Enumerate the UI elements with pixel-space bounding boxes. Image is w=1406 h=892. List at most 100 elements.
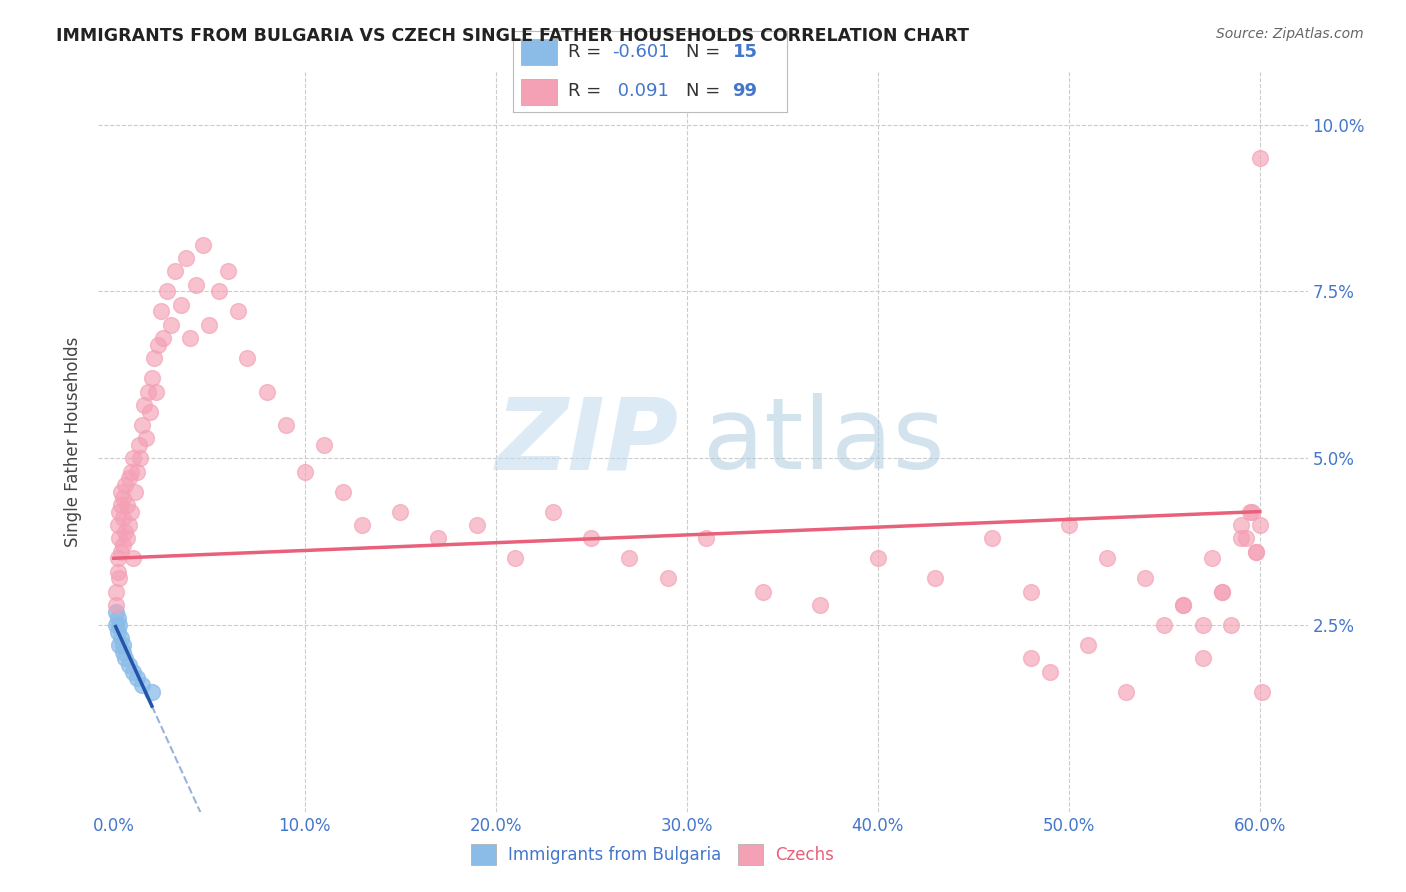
Point	[156, 285, 179, 299]
Point	[198, 318, 221, 332]
Point	[110, 632, 132, 646]
Point	[1019, 651, 1042, 665]
Point	[129, 451, 152, 466]
Text: Source: ZipAtlas.com: Source: ZipAtlas.com	[1216, 27, 1364, 41]
Point	[1236, 531, 1258, 545]
Point	[121, 665, 143, 679]
Point	[136, 384, 159, 399]
Point	[114, 651, 136, 665]
Point	[541, 505, 564, 519]
Point	[104, 618, 127, 632]
Point	[112, 645, 135, 659]
Point	[1229, 517, 1251, 532]
Point	[114, 524, 136, 539]
Point	[226, 304, 249, 318]
Point	[1220, 618, 1243, 632]
Point	[1039, 665, 1062, 679]
Point	[108, 531, 131, 545]
Point	[110, 498, 132, 512]
Bar	[522, 39, 557, 65]
Text: R =: R =	[568, 43, 607, 61]
Point	[1249, 517, 1271, 532]
Point	[581, 531, 603, 545]
Point	[112, 491, 135, 506]
Point	[169, 298, 191, 312]
Point	[1095, 551, 1118, 566]
Point	[256, 384, 278, 399]
Text: ZIP: ZIP	[496, 393, 679, 490]
Point	[1211, 584, 1233, 599]
Point	[107, 551, 129, 566]
Point	[208, 285, 231, 299]
Point	[128, 438, 150, 452]
Point	[142, 351, 165, 366]
Point	[104, 584, 127, 599]
Point	[389, 505, 412, 519]
Point	[1153, 618, 1175, 632]
Point	[145, 384, 167, 399]
Point	[107, 517, 129, 532]
Point	[810, 598, 832, 612]
Point	[108, 571, 131, 585]
Point	[1249, 151, 1271, 165]
Text: -0.601: -0.601	[612, 43, 669, 61]
Point	[135, 431, 157, 445]
Point	[1019, 584, 1042, 599]
Point	[150, 304, 173, 318]
Point	[160, 318, 183, 332]
Point	[121, 551, 143, 566]
Point	[152, 331, 174, 345]
Point	[1173, 598, 1195, 612]
Point	[1115, 684, 1137, 698]
Text: 0.091: 0.091	[612, 82, 669, 100]
Point	[1239, 505, 1261, 519]
Point	[752, 584, 775, 599]
Point	[332, 484, 354, 499]
Point	[104, 598, 127, 612]
Y-axis label: Single Father Households: Single Father Households	[65, 336, 83, 547]
Text: N =: N =	[686, 82, 725, 100]
Point	[236, 351, 259, 366]
Point	[118, 471, 141, 485]
Point	[120, 505, 142, 519]
Point	[193, 237, 215, 252]
Text: Immigrants from Bulgaria: Immigrants from Bulgaria	[508, 846, 721, 863]
Point	[112, 511, 135, 525]
Point	[274, 417, 297, 432]
Point	[1191, 651, 1213, 665]
Point	[465, 517, 488, 532]
Point	[115, 531, 138, 545]
Point	[695, 531, 717, 545]
Point	[107, 611, 129, 625]
Text: 99: 99	[733, 82, 758, 100]
Point	[125, 465, 148, 479]
Point	[118, 657, 141, 672]
Point	[1173, 598, 1195, 612]
Text: atlas: atlas	[703, 393, 945, 490]
Point	[350, 517, 373, 532]
Point	[657, 571, 679, 585]
Text: N =: N =	[686, 43, 725, 61]
Point	[619, 551, 641, 566]
Point	[1250, 684, 1272, 698]
Point	[118, 517, 141, 532]
Point	[427, 531, 450, 545]
Point	[110, 544, 132, 558]
Text: Czechs: Czechs	[775, 846, 834, 863]
Point	[124, 484, 146, 499]
Point	[866, 551, 889, 566]
Point	[924, 571, 946, 585]
Point	[1057, 517, 1080, 532]
Point	[981, 531, 1004, 545]
Point	[1201, 551, 1223, 566]
Point	[108, 505, 131, 519]
Point	[139, 404, 162, 418]
Point	[120, 465, 142, 479]
Point	[1244, 544, 1267, 558]
Point	[115, 498, 138, 512]
Point	[131, 678, 153, 692]
Point	[108, 638, 131, 652]
Point	[121, 451, 143, 466]
Point	[112, 538, 135, 552]
Point	[174, 251, 197, 265]
